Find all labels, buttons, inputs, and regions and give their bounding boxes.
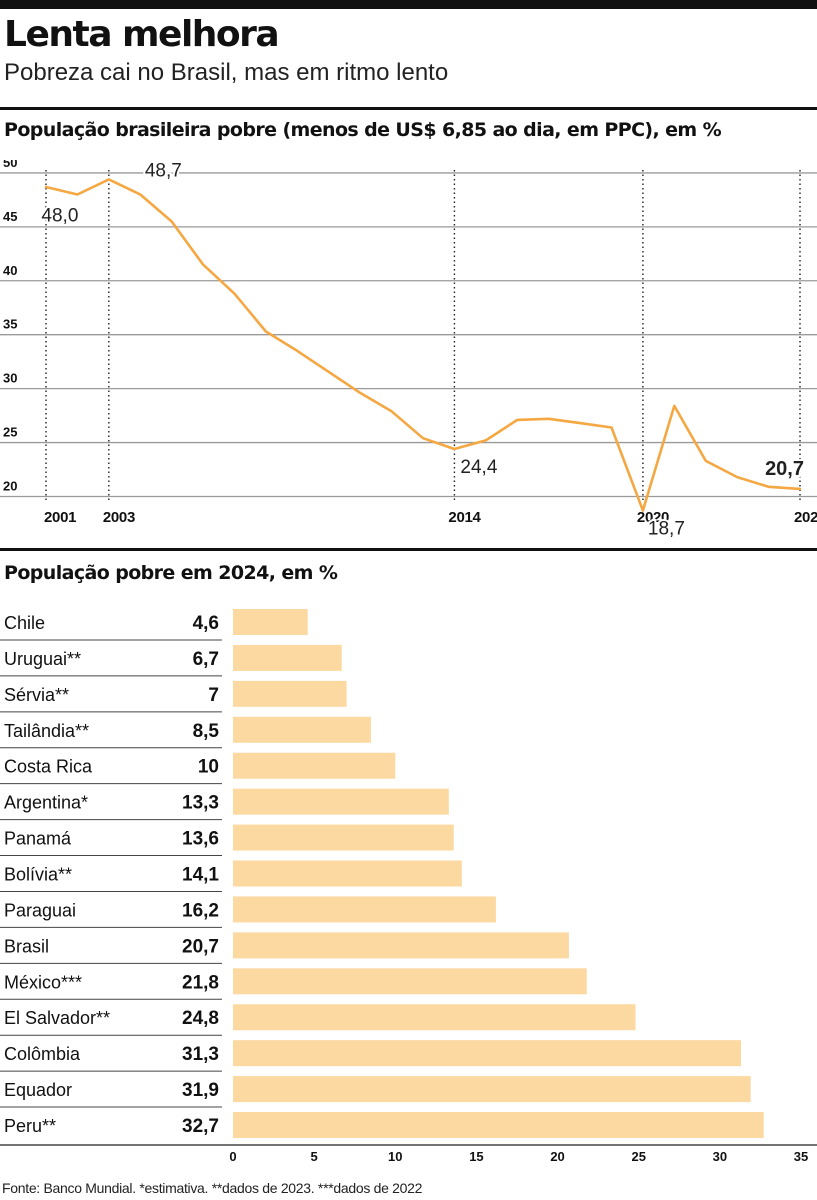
bar: [233, 680, 347, 707]
category-label: Bolívia**: [4, 865, 72, 885]
data-label: 18,7: [648, 518, 685, 539]
category-label: Colômbia: [4, 1044, 81, 1064]
category-label: Tailândia**: [4, 721, 89, 741]
bar: [233, 716, 371, 743]
data-label: 20,7: [765, 458, 804, 480]
bar: [233, 968, 587, 995]
bar: [233, 896, 496, 923]
x-tick-label: 2001: [44, 509, 76, 526]
x-tick-label: 2020: [637, 509, 669, 526]
y-tick-label: 30: [3, 371, 17, 386]
x-tick-label: 2003: [103, 509, 135, 526]
category-label: El Salvador**: [4, 1008, 110, 1028]
x-tick-label: 15: [469, 1149, 483, 1164]
category-label: Panamá: [4, 829, 72, 849]
y-tick-label: 35: [3, 317, 17, 332]
value-label: 8,5: [193, 721, 220, 742]
bar: [233, 860, 462, 887]
bar-chart-title: População pobre em 2024, em %: [4, 562, 338, 584]
bar: [233, 824, 454, 851]
y-tick-label: 25: [3, 425, 17, 440]
category-label: Costa Rica: [4, 757, 93, 777]
category-label: Uruguai**: [4, 649, 81, 669]
value-label: 32,7: [182, 1116, 219, 1137]
bar: [233, 752, 396, 779]
bar: [233, 788, 449, 815]
bar: [233, 1112, 764, 1139]
bar: [233, 1076, 751, 1103]
category-label: Equador: [4, 1080, 72, 1100]
value-label: 31,3: [182, 1044, 219, 1065]
value-label: 13,6: [182, 829, 219, 850]
bar: [233, 609, 308, 635]
value-label: 10: [198, 757, 219, 778]
value-label: 14,1: [182, 865, 219, 886]
y-tick-label: 40: [3, 263, 17, 278]
value-label: 20,7: [182, 936, 219, 957]
x-tick-label: 2014: [448, 509, 481, 526]
category-label: Argentina*: [4, 793, 88, 813]
x-tick-label: 35: [794, 1149, 808, 1164]
category-label: Chile: [4, 613, 45, 633]
data-label: 48,0: [41, 206, 78, 227]
source-note: Fonte: Banco Mundial. *estimativa. **dad…: [2, 1180, 423, 1196]
data-label: 48,7: [145, 160, 182, 181]
bar: [233, 644, 342, 671]
y-tick-label: 45: [3, 209, 17, 224]
line-chart-title: População brasileira pobre (menos de US$…: [4, 119, 722, 141]
category-label: México***: [4, 972, 82, 992]
page-subtitle: Pobreza cai no Brasil, mas em ritmo lent…: [4, 59, 449, 86]
bar: [233, 1004, 636, 1031]
section-rule: [0, 107, 817, 110]
y-tick-label: 50: [3, 160, 17, 170]
page-title: Lenta melhora: [4, 14, 280, 55]
category-label: Peru**: [4, 1116, 56, 1136]
x-tick-label: 30: [713, 1149, 727, 1164]
x-tick-label: 10: [388, 1149, 402, 1164]
country-bar-chart: Chile 4,6 Uruguai** 6,7 Sérvia** 7 Tailândia**…: [0, 609, 817, 1164]
value-label: 4,6: [193, 613, 219, 634]
section-rule: [0, 548, 817, 551]
series-line: [44, 178, 802, 512]
data-label: 24,4: [460, 457, 497, 478]
value-label: 31,9: [182, 1080, 219, 1101]
x-tick-label: 0: [229, 1149, 236, 1164]
value-label: 21,8: [182, 972, 219, 993]
value-label: 16,2: [182, 900, 219, 921]
bar: [233, 1040, 741, 1067]
bar: [233, 932, 569, 959]
value-label: 7: [208, 685, 219, 706]
y-tick-label: 20: [3, 478, 17, 493]
x-tick-label: 25: [631, 1149, 645, 1164]
x-tick-label: 20: [550, 1149, 564, 1164]
value-label: 6,7: [193, 649, 219, 670]
value-label: 13,3: [182, 793, 219, 814]
x-tick-label: 5: [311, 1149, 318, 1164]
category-label: Brasil: [4, 936, 49, 956]
value-label: 24,8: [182, 1008, 219, 1029]
category-label: Paraguai: [4, 900, 76, 920]
top-rule: [0, 0, 817, 9]
category-label: Sérvia**: [4, 685, 69, 705]
